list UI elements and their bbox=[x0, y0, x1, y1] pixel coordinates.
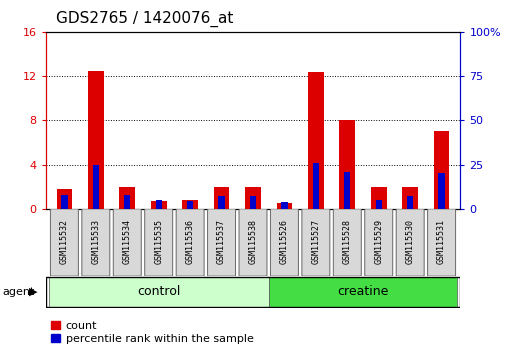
Bar bbox=[244, 187, 261, 209]
FancyBboxPatch shape bbox=[301, 209, 329, 276]
Text: GSM115526: GSM115526 bbox=[279, 219, 288, 264]
FancyBboxPatch shape bbox=[333, 209, 361, 276]
FancyBboxPatch shape bbox=[82, 209, 110, 276]
Text: control: control bbox=[137, 285, 180, 298]
Bar bbox=[155, 200, 162, 209]
FancyBboxPatch shape bbox=[238, 209, 267, 276]
Bar bbox=[339, 120, 355, 209]
Text: ▶: ▶ bbox=[29, 287, 38, 297]
Bar bbox=[218, 196, 224, 209]
Text: GSM115533: GSM115533 bbox=[91, 219, 100, 264]
Text: GSM115527: GSM115527 bbox=[311, 219, 320, 264]
Bar bbox=[150, 201, 166, 209]
Text: GSM115537: GSM115537 bbox=[217, 219, 226, 264]
Text: GSM115532: GSM115532 bbox=[60, 219, 69, 264]
Bar bbox=[119, 187, 135, 209]
FancyBboxPatch shape bbox=[395, 209, 423, 276]
Bar bbox=[312, 163, 318, 209]
Bar bbox=[92, 165, 99, 209]
Bar bbox=[124, 195, 130, 209]
FancyBboxPatch shape bbox=[427, 209, 454, 276]
Text: GSM115529: GSM115529 bbox=[374, 219, 382, 264]
Bar bbox=[268, 277, 457, 307]
FancyBboxPatch shape bbox=[113, 209, 141, 276]
Bar bbox=[343, 172, 350, 209]
Text: GSM115538: GSM115538 bbox=[248, 219, 257, 264]
Text: GDS2765 / 1420076_at: GDS2765 / 1420076_at bbox=[56, 11, 233, 27]
Bar bbox=[281, 202, 287, 209]
Bar bbox=[375, 200, 381, 209]
Text: agent: agent bbox=[3, 287, 35, 297]
Bar bbox=[406, 196, 413, 209]
Bar bbox=[433, 131, 448, 209]
FancyBboxPatch shape bbox=[364, 209, 392, 276]
FancyBboxPatch shape bbox=[50, 209, 78, 276]
Text: GSM115534: GSM115534 bbox=[123, 219, 131, 264]
Bar bbox=[48, 277, 268, 307]
FancyBboxPatch shape bbox=[207, 209, 235, 276]
Bar bbox=[187, 201, 193, 209]
Bar bbox=[213, 187, 229, 209]
Legend: count, percentile rank within the sample: count, percentile rank within the sample bbox=[51, 321, 253, 344]
Text: GSM115536: GSM115536 bbox=[185, 219, 194, 264]
Bar bbox=[182, 200, 197, 209]
Bar bbox=[276, 203, 292, 209]
FancyBboxPatch shape bbox=[176, 209, 204, 276]
FancyBboxPatch shape bbox=[144, 209, 172, 276]
Bar bbox=[401, 187, 417, 209]
Bar bbox=[57, 189, 72, 209]
Bar bbox=[249, 195, 256, 209]
Text: GSM115535: GSM115535 bbox=[154, 219, 163, 264]
FancyBboxPatch shape bbox=[270, 209, 298, 276]
Text: creatine: creatine bbox=[337, 285, 388, 298]
Text: GSM115528: GSM115528 bbox=[342, 219, 351, 264]
Bar bbox=[308, 72, 323, 209]
Bar bbox=[370, 187, 386, 209]
Bar bbox=[88, 70, 104, 209]
Text: GSM115530: GSM115530 bbox=[405, 219, 414, 264]
Text: GSM115531: GSM115531 bbox=[436, 219, 445, 264]
Bar bbox=[438, 173, 444, 209]
Bar bbox=[61, 195, 67, 209]
